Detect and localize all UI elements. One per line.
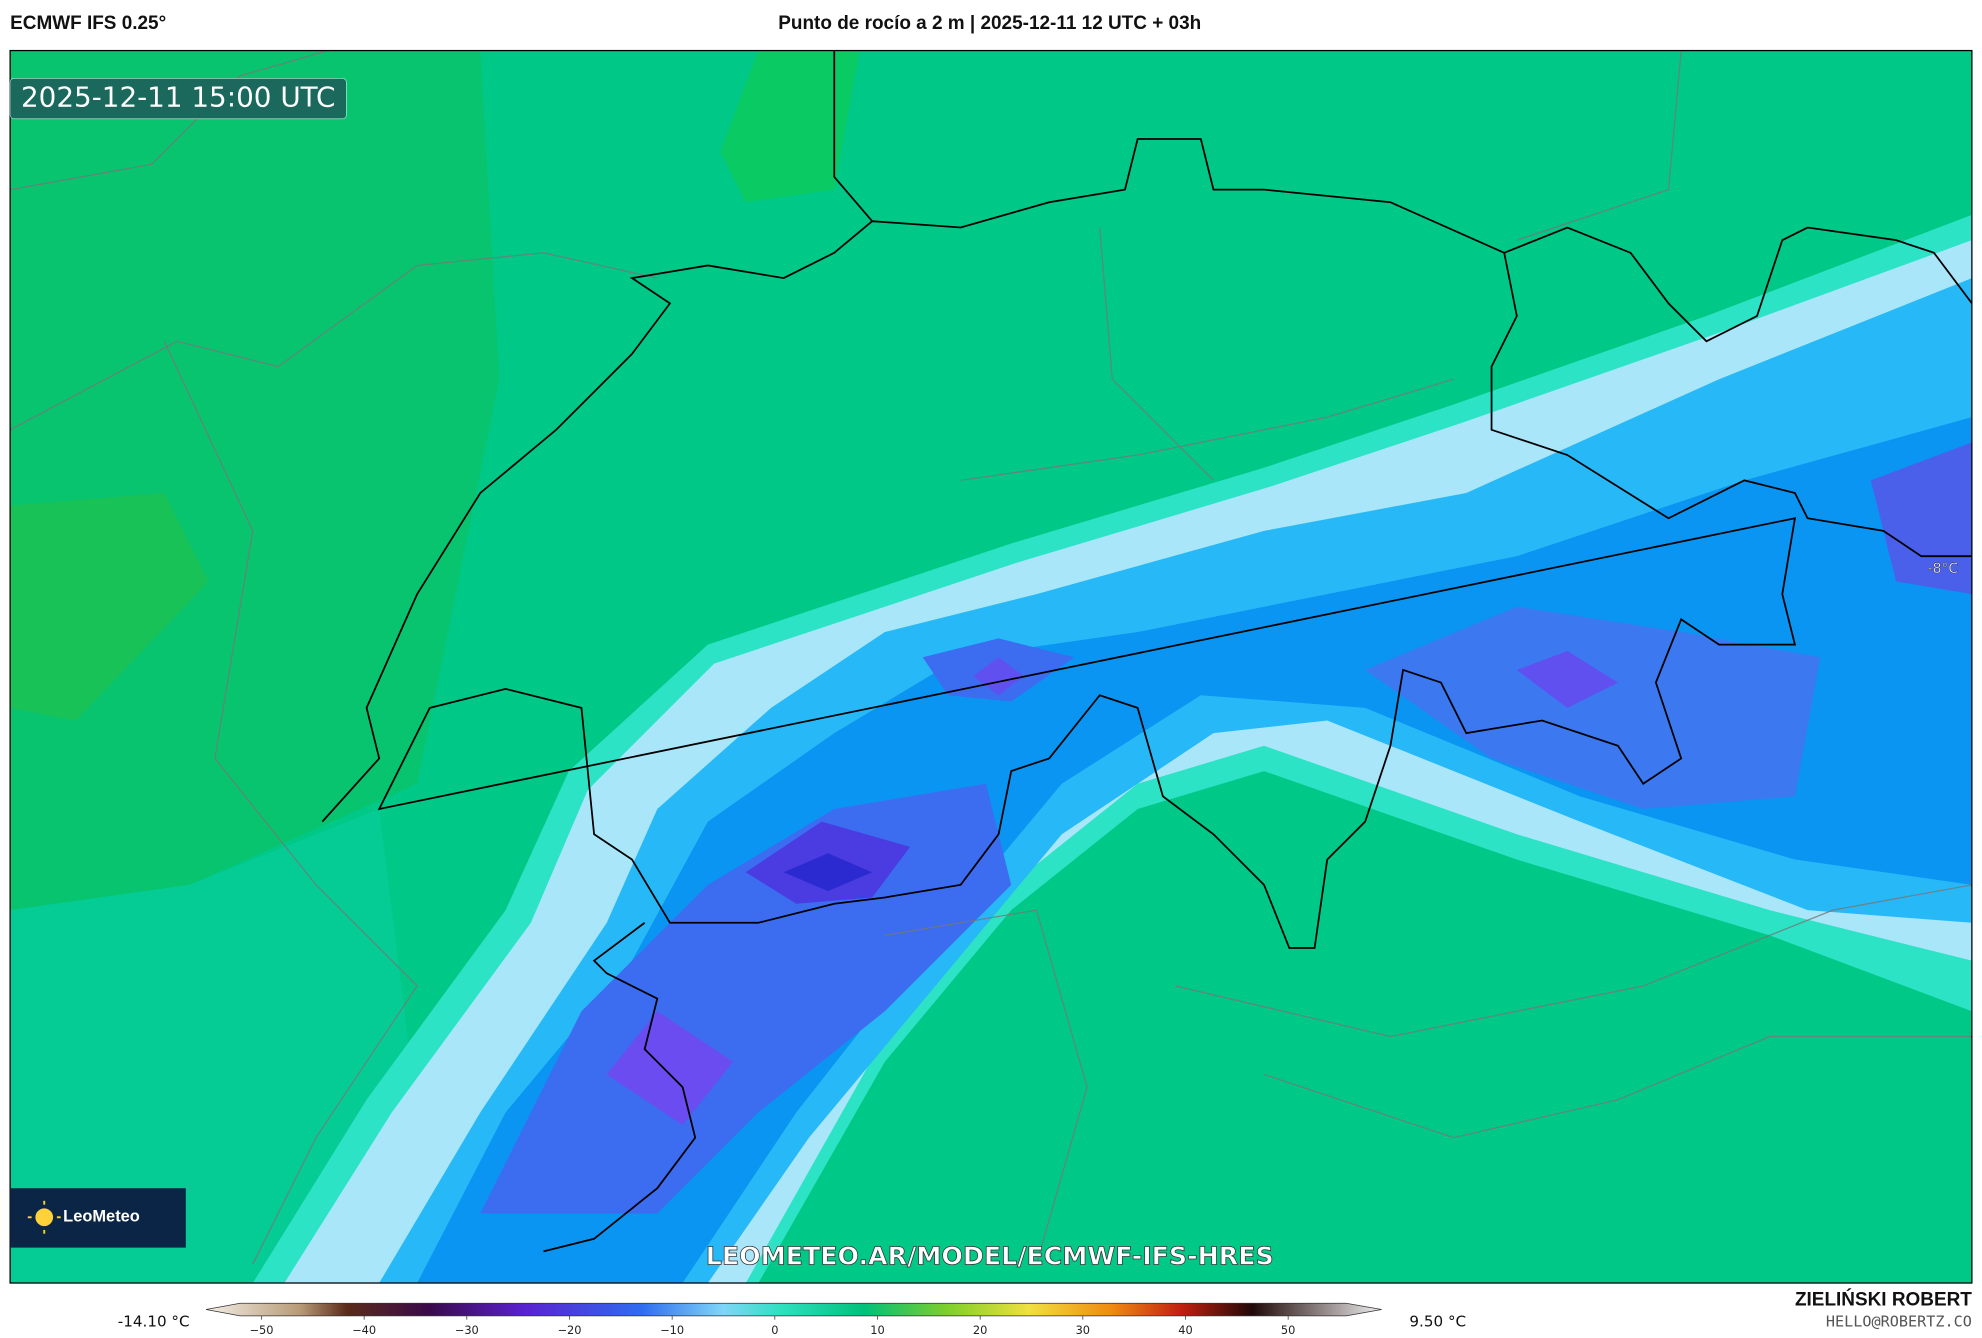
contour-zone (783, 853, 873, 892)
logo-rays (27, 1200, 61, 1234)
watermark: LEOMETEO.AR/MODEL/ECMWF-IFS-HRES (706, 1242, 1274, 1271)
contour-zone (10, 808, 418, 1284)
contour-zone (606, 1011, 734, 1126)
colorbar-tick-label: 50 (1281, 1323, 1295, 1337)
logo-sun (35, 1208, 54, 1227)
contour-zone (10, 50, 500, 911)
contour-zone (1365, 606, 1821, 809)
timestamp: 2025-12-11 15:00 UTC (21, 81, 335, 114)
admin-borders (10, 50, 1972, 1265)
colorbar-ticks: −50 −40 −30 −20 −10 0 10 20 30 40 50 (249, 1315, 1295, 1337)
country-borders (321, 50, 1972, 1253)
map-title: Punto de rocío a 2 m | 2025-12-11 12 UTC… (778, 13, 1201, 34)
colorbar-max: 9.50 °C (1409, 1313, 1466, 1331)
author: ZIELIŃSKI ROBERT (1795, 1289, 1972, 1311)
timestamp-box (9, 78, 347, 120)
colorbar-tick-label: 40 (1178, 1323, 1192, 1337)
colorbar-tick-label: 10 (870, 1323, 884, 1337)
colorbar-tick-label: −40 (352, 1323, 376, 1337)
map-frame (9, 49, 1973, 1284)
colorbar-tick-label: 0 (771, 1323, 778, 1337)
colorbar-tick-label: 20 (973, 1323, 987, 1337)
colorbar-tick-label: 30 (1076, 1323, 1090, 1337)
colorbar-tick-label: −10 (660, 1323, 684, 1337)
contact: HELLO@ROBERTZ.CO (1826, 1313, 1972, 1331)
contour-zone (480, 783, 1012, 1214)
colorbar-min: -14.10 °C (118, 1313, 190, 1331)
colorbar-tick-label: −50 (249, 1323, 273, 1337)
contour-zone (973, 657, 1024, 696)
colorbar-tick-label: −20 (557, 1323, 581, 1337)
model-label: ECMWF IFS 0.25° (10, 13, 166, 34)
colorbar (205, 1302, 1382, 1317)
logo-text: LeoMeteo (63, 1208, 140, 1226)
contour-zone (10, 492, 209, 721)
contour-zone (720, 50, 860, 203)
map (10, 50, 1972, 1284)
colorbar-tick-label: −30 (455, 1323, 479, 1337)
point-label: -8°C (1928, 561, 1958, 577)
contour-zone (1516, 650, 1618, 708)
